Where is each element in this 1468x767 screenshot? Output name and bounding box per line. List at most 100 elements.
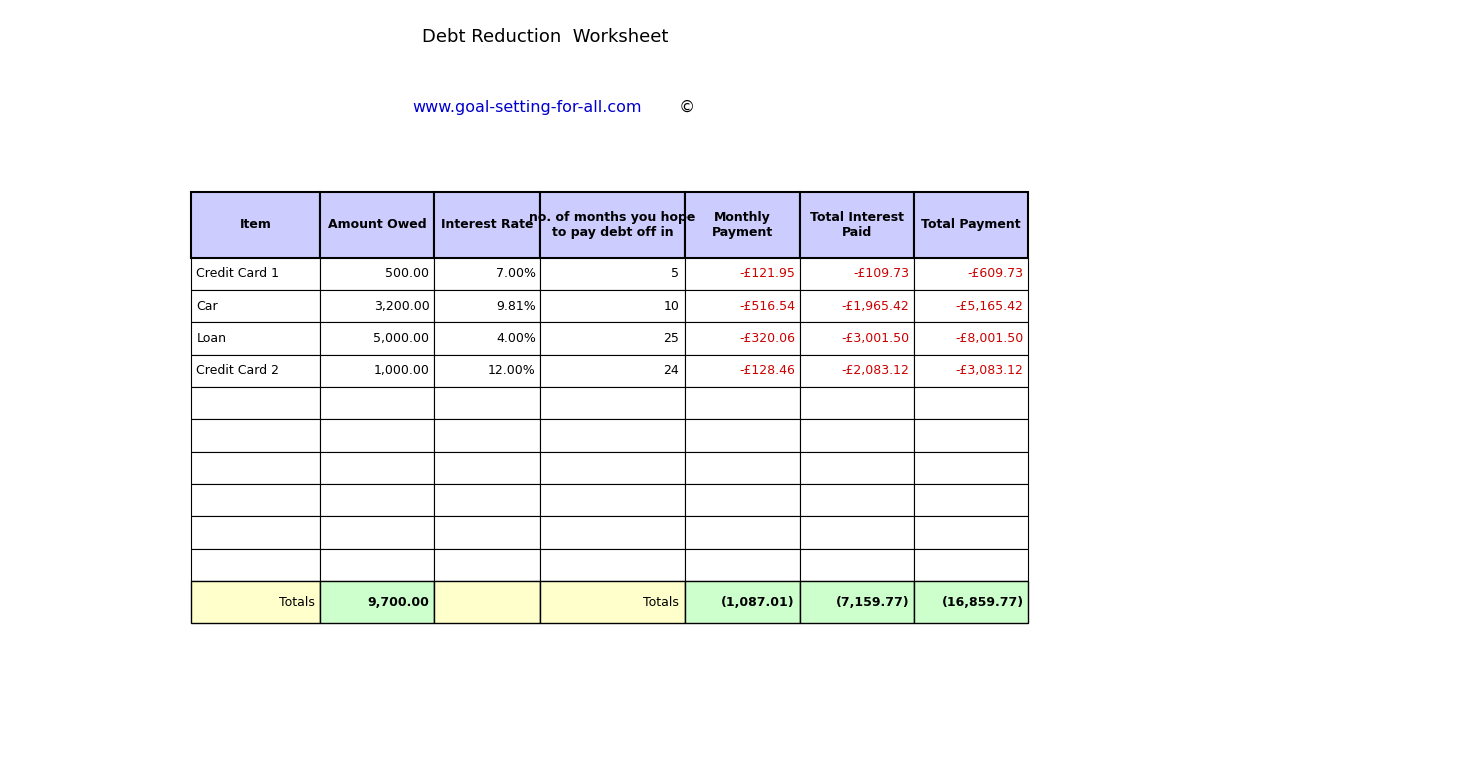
Bar xyxy=(435,290,540,322)
Text: Interest Rate: Interest Rate xyxy=(440,219,533,232)
Bar xyxy=(540,516,686,548)
Bar xyxy=(800,581,915,624)
Bar xyxy=(540,193,686,258)
Bar xyxy=(435,387,540,420)
Bar xyxy=(320,581,435,624)
Text: Debt Reduction  Worksheet: Debt Reduction Worksheet xyxy=(421,28,668,46)
Bar xyxy=(191,322,320,354)
Bar xyxy=(800,516,915,548)
Text: (16,859.77): (16,859.77) xyxy=(941,596,1023,609)
Bar xyxy=(540,548,686,581)
Text: -£1,965.42: -£1,965.42 xyxy=(841,300,909,313)
Bar xyxy=(191,452,320,484)
Bar xyxy=(191,193,320,258)
Bar xyxy=(686,193,800,258)
Bar xyxy=(686,581,800,624)
Text: Total Interest
Paid: Total Interest Paid xyxy=(810,211,904,239)
Bar xyxy=(915,452,1028,484)
Bar xyxy=(435,322,540,354)
Bar xyxy=(191,258,320,290)
Text: -£8,001.50: -£8,001.50 xyxy=(956,332,1023,345)
Bar xyxy=(320,516,435,548)
Text: 10: 10 xyxy=(664,300,680,313)
Bar xyxy=(540,322,686,354)
Bar xyxy=(191,354,320,387)
Text: 25: 25 xyxy=(664,332,680,345)
Bar xyxy=(435,516,540,548)
Bar xyxy=(540,484,686,516)
Text: Car: Car xyxy=(197,300,219,313)
Bar xyxy=(191,548,320,581)
Bar xyxy=(540,354,686,387)
Bar xyxy=(915,516,1028,548)
Bar xyxy=(686,387,800,420)
Bar xyxy=(320,548,435,581)
Bar xyxy=(800,258,915,290)
Bar xyxy=(435,258,540,290)
Bar xyxy=(191,484,320,516)
Bar xyxy=(320,387,435,420)
Bar xyxy=(800,452,915,484)
Bar xyxy=(191,516,320,548)
Text: 500.00: 500.00 xyxy=(386,267,430,280)
Bar xyxy=(320,484,435,516)
Bar xyxy=(915,387,1028,420)
Text: (7,159.77): (7,159.77) xyxy=(835,596,909,609)
Bar xyxy=(800,322,915,354)
Bar xyxy=(800,354,915,387)
Bar xyxy=(686,452,800,484)
Bar xyxy=(686,290,800,322)
Bar xyxy=(800,548,915,581)
Bar xyxy=(320,290,435,322)
Text: -£609.73: -£609.73 xyxy=(967,267,1023,280)
Text: -£121.95: -£121.95 xyxy=(738,267,796,280)
Text: 3,200.00: 3,200.00 xyxy=(374,300,430,313)
Bar xyxy=(320,420,435,452)
Bar xyxy=(686,322,800,354)
Bar xyxy=(915,322,1028,354)
Text: Monthly
Payment: Monthly Payment xyxy=(712,211,774,239)
Bar xyxy=(686,354,800,387)
Bar xyxy=(435,452,540,484)
Bar xyxy=(320,258,435,290)
Text: www.goal-setting-for-all.com: www.goal-setting-for-all.com xyxy=(413,100,642,115)
Bar xyxy=(686,484,800,516)
Text: 5: 5 xyxy=(671,267,680,280)
Bar xyxy=(191,581,320,624)
Text: Loan: Loan xyxy=(197,332,226,345)
Text: (1,087.01): (1,087.01) xyxy=(721,596,796,609)
Bar xyxy=(540,387,686,420)
Bar xyxy=(191,290,320,322)
Bar xyxy=(435,354,540,387)
Text: Totals: Totals xyxy=(643,596,680,609)
Bar xyxy=(320,322,435,354)
Bar xyxy=(435,484,540,516)
Bar xyxy=(915,193,1028,258)
Text: -£3,001.50: -£3,001.50 xyxy=(841,332,909,345)
Text: -£109.73: -£109.73 xyxy=(853,267,909,280)
Bar xyxy=(320,354,435,387)
Text: Credit Card 1: Credit Card 1 xyxy=(197,267,279,280)
Bar xyxy=(915,290,1028,322)
Bar xyxy=(915,484,1028,516)
Bar xyxy=(191,387,320,420)
Bar xyxy=(915,548,1028,581)
Bar xyxy=(320,452,435,484)
Bar xyxy=(686,420,800,452)
Text: 12.00%: 12.00% xyxy=(489,364,536,377)
Text: 24: 24 xyxy=(664,364,680,377)
Text: Totals: Totals xyxy=(279,596,314,609)
Text: -£3,083.12: -£3,083.12 xyxy=(956,364,1023,377)
Text: 1,000.00: 1,000.00 xyxy=(374,364,430,377)
Bar xyxy=(800,290,915,322)
Text: 5,000.00: 5,000.00 xyxy=(373,332,430,345)
Bar xyxy=(915,581,1028,624)
Text: ©: © xyxy=(674,100,694,115)
Text: 9,700.00: 9,700.00 xyxy=(367,596,430,609)
Bar xyxy=(540,581,686,624)
Bar xyxy=(915,258,1028,290)
Bar xyxy=(435,548,540,581)
Bar xyxy=(191,420,320,452)
Text: -£320.06: -£320.06 xyxy=(738,332,796,345)
Text: Amount Owed: Amount Owed xyxy=(327,219,426,232)
